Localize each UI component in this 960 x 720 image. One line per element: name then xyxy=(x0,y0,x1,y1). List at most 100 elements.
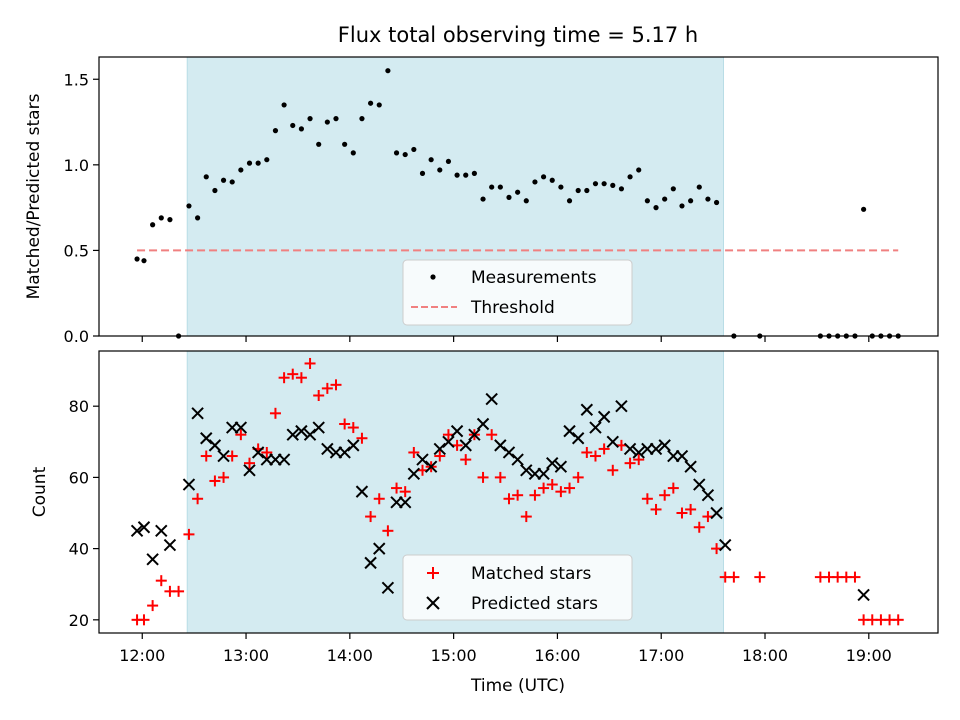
measurement-point xyxy=(566,198,573,204)
measurement-point xyxy=(506,194,512,200)
measurement-point xyxy=(445,158,452,165)
measurement-point xyxy=(523,198,529,204)
predicted-star-stroke-b xyxy=(373,542,386,555)
predicted-star-point xyxy=(398,496,412,509)
predicted-star-point xyxy=(208,439,222,452)
matched-star-point xyxy=(218,471,230,483)
predicted-star-point xyxy=(243,464,256,477)
matched-star-point xyxy=(711,543,723,555)
top-axes-frame xyxy=(98,56,939,337)
measurement-point xyxy=(549,177,555,183)
predicted-star-stroke-b xyxy=(243,464,256,477)
matched-star-point xyxy=(356,432,368,444)
matched-star-point xyxy=(330,379,342,391)
measurement-point xyxy=(636,167,642,173)
bottom-axes-frame xyxy=(98,350,939,634)
y-tick-label: 0.0 xyxy=(64,327,89,346)
predicted-stars-legend-marker xyxy=(426,596,440,610)
matched-star-point xyxy=(564,482,576,494)
matched-star-point xyxy=(486,429,498,441)
measurement-point xyxy=(324,119,330,125)
top-y-axis-label: Matched/Predicted stars xyxy=(24,93,44,299)
predicted-star-point xyxy=(502,446,516,459)
matched-star-point xyxy=(192,493,204,505)
measurement-point xyxy=(393,150,400,156)
predicted-star-point xyxy=(217,449,230,463)
matched-star-point xyxy=(676,507,688,519)
top-legend: Measurements Threshold xyxy=(402,259,633,326)
predicted-star-stroke-b xyxy=(364,556,377,570)
predicted-star-point xyxy=(450,424,464,438)
predicted-star-stroke-b xyxy=(312,421,325,434)
measurement-point xyxy=(696,184,702,190)
predicted-star-stroke-b xyxy=(398,496,412,509)
predicted-star-point xyxy=(338,446,351,459)
matched-star-point xyxy=(287,368,299,380)
matched-star-point xyxy=(278,372,290,384)
predicted-star-point xyxy=(303,428,317,441)
measurement-point xyxy=(662,196,668,202)
predicted-star-stroke-b xyxy=(623,442,637,456)
predicted-star-stroke-b xyxy=(632,446,645,459)
matched-star-point xyxy=(321,382,333,394)
predicted-star-stroke-b xyxy=(146,553,159,566)
predicted-star-point xyxy=(251,446,265,459)
matched-star-point xyxy=(615,439,627,451)
measurement-point xyxy=(670,186,676,192)
measurement-point xyxy=(134,256,140,262)
matched-star-point xyxy=(434,450,446,462)
matched-star-point xyxy=(226,450,238,462)
matched-star-point xyxy=(147,600,159,612)
predicted-star-point xyxy=(649,442,663,456)
predicted-star-stroke-b xyxy=(208,439,222,452)
predicted-star-stroke-b xyxy=(191,407,204,420)
measurement-point xyxy=(141,258,147,264)
predicted-star-point xyxy=(416,453,429,466)
measurement-point xyxy=(471,170,477,176)
measurement-point xyxy=(402,151,408,158)
predicted-star-stroke-b xyxy=(476,417,490,431)
predicted-star-point xyxy=(137,521,151,534)
matched-star-point xyxy=(754,571,766,583)
predicted-star-stroke-b xyxy=(563,424,576,438)
predicted-star-stroke-b xyxy=(658,439,671,452)
measurement-point xyxy=(558,184,564,190)
measurement-point xyxy=(167,217,173,223)
matched-star-point xyxy=(892,614,904,626)
predicted-star-stroke-b xyxy=(295,424,308,438)
predicted-star-point xyxy=(494,439,507,452)
measurement-point xyxy=(158,215,164,221)
measurement-point xyxy=(540,174,547,180)
predicted-star-stroke-b xyxy=(589,421,602,434)
predicted-star-stroke-b xyxy=(182,478,196,491)
measurement-point xyxy=(861,206,867,212)
predicted-star-stroke-b xyxy=(684,460,697,473)
predicted-star-stroke-b xyxy=(675,449,689,463)
predicted-star-point xyxy=(347,439,360,452)
matched-star-point xyxy=(503,493,515,505)
predicted-star-stroke-b xyxy=(693,478,706,491)
predicted-star-stroke-b xyxy=(459,439,472,452)
measurement-point xyxy=(610,182,616,188)
measurement-point xyxy=(316,141,322,147)
top-y-ticks: 0.0 0.5 1.0 1.5 xyxy=(64,70,99,346)
measurement-point xyxy=(290,122,296,129)
predicted-star-stroke-b xyxy=(155,524,168,538)
predicted-star-point xyxy=(355,485,369,498)
matched-star-point xyxy=(261,446,273,458)
matched-star-point xyxy=(520,511,532,523)
x-tick-label: 17:00 xyxy=(638,646,684,665)
measurement-point xyxy=(298,126,304,132)
matched-star-point xyxy=(659,489,671,501)
matched-star-point xyxy=(460,454,472,466)
predicted-star-point xyxy=(321,442,334,456)
bottom-x-ticks: 12:00 13:00 14:00 15:00 16:00 17:00 18:00 19:00 xyxy=(119,633,892,665)
x-tick-label: 16:00 xyxy=(534,646,580,665)
predicted-star-stroke-b xyxy=(511,453,524,466)
matched-star-point xyxy=(512,489,524,501)
matched-star-point xyxy=(408,446,420,458)
x-tick-label: 12:00 xyxy=(119,646,165,665)
matched-star-point xyxy=(494,471,506,483)
predicted-star-stroke-b xyxy=(130,524,144,538)
